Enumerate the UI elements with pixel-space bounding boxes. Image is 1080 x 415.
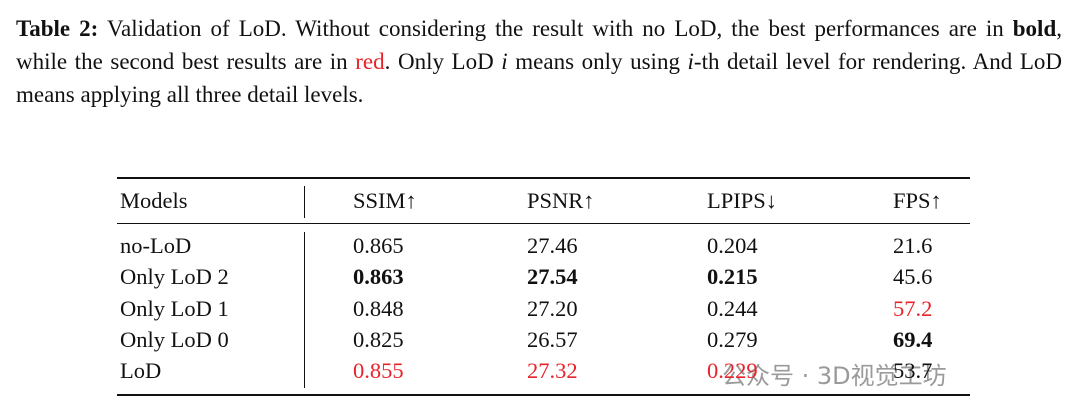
- caption-segment: means only using: [507, 49, 688, 74]
- caption-segment: , while the second best results are in: [16, 16, 1062, 74]
- table-cell: no-LoD: [120, 233, 192, 258]
- table-cell: Only LoD 1: [120, 295, 229, 321]
- table-rule: [117, 223, 970, 224]
- caption-segment: bold: [1012, 16, 1057, 41]
- table-rule: [117, 177, 970, 179]
- table-cell: 0.215: [707, 264, 758, 290]
- header-cell: FPS↑: [893, 188, 942, 213]
- header-cell: Models: [120, 188, 188, 213]
- table-cell: 69.4: [893, 326, 933, 352]
- table-cell: Only LoD 2: [120, 264, 229, 290]
- watermark: 公众号 · 3D视觉工坊: [722, 362, 947, 390]
- caption-segment: i: [687, 49, 694, 74]
- table-rule: [117, 394, 970, 396]
- caption: Table 2: Validation of LoD. Without cons…: [16, 12, 1062, 111]
- table-cell: 26.57: [527, 326, 578, 352]
- caption-segment: Table 2:: [16, 16, 99, 41]
- header-cell: PSNR↑: [527, 188, 595, 213]
- caption-segment: Validation of LoD. Without considering t…: [98, 16, 1013, 41]
- table-cell: 0.865: [353, 233, 404, 258]
- table-rule: [304, 232, 305, 388]
- table-cell: 21.6: [893, 233, 933, 258]
- caption-segment: i: [501, 49, 508, 74]
- table-cell: 27.20: [527, 295, 578, 321]
- table-cell: 0.848: [353, 295, 404, 321]
- table-cell: Only LoD 0: [120, 326, 229, 352]
- header-cell: LPIPS↓: [707, 188, 778, 213]
- caption-segment: red: [355, 49, 385, 74]
- table-cell: 27.54: [527, 264, 578, 290]
- caption-segment: . Only LoD: [384, 49, 502, 74]
- table-cell: LoD: [120, 358, 162, 384]
- table-cell: 0.855: [353, 358, 404, 384]
- table-cell: 0.244: [707, 295, 758, 321]
- table-cell: 0.863: [353, 264, 404, 290]
- table-cell: 27.32: [527, 358, 578, 384]
- table-cell: 0.229: [707, 358, 758, 384]
- table-rule: [304, 186, 305, 218]
- table-cell: 53.7: [893, 358, 933, 384]
- table-cell: 0.279: [707, 326, 758, 352]
- header-cell: SSIM↑: [353, 188, 417, 213]
- table-cell: 0.825: [353, 326, 404, 352]
- table-cell: 45.6: [893, 264, 933, 290]
- table-cell: 57.2: [893, 295, 933, 321]
- table-cell: 27.46: [527, 233, 578, 258]
- table-cell: 0.204: [707, 233, 758, 258]
- caption-segment: -th detail level for rendering. And LoD …: [16, 49, 1062, 107]
